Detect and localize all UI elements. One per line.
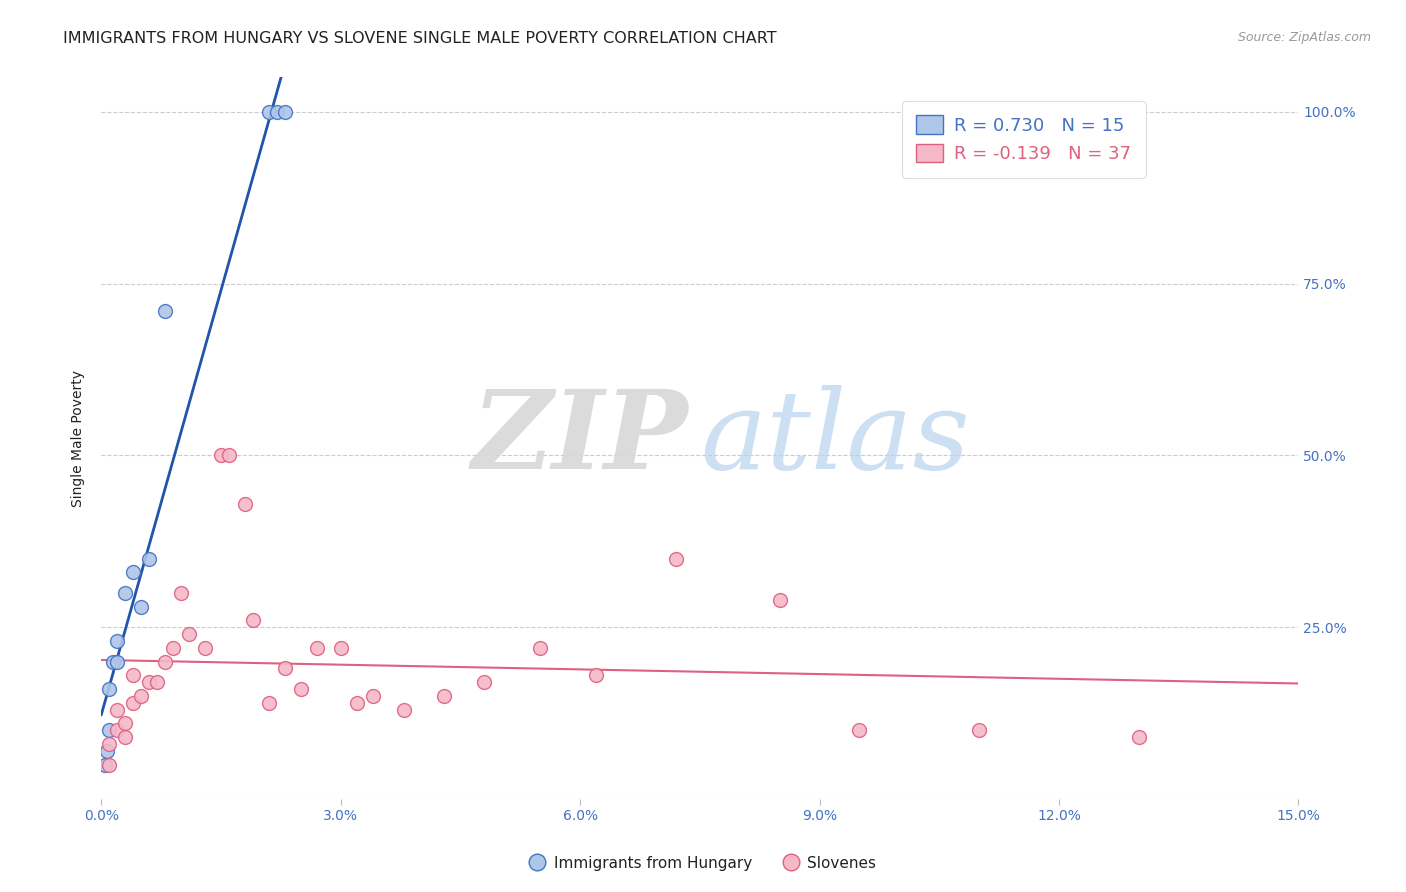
- Point: [114, 716, 136, 731]
- Point: [529, 640, 551, 655]
- Point: [114, 586, 136, 600]
- Point: [768, 592, 790, 607]
- Point: [665, 551, 688, 566]
- Text: atlas: atlas: [700, 384, 969, 492]
- Point: [472, 675, 495, 690]
- Point: [266, 104, 288, 119]
- Point: [257, 104, 280, 119]
- Point: [290, 682, 312, 697]
- Point: [242, 613, 264, 627]
- Point: [98, 682, 121, 697]
- Point: [170, 586, 193, 600]
- Point: [94, 757, 117, 772]
- Point: [105, 703, 128, 717]
- Legend: Immigrants from Hungary, Slovenes: Immigrants from Hungary, Slovenes: [524, 851, 882, 875]
- Point: [274, 104, 297, 119]
- Point: [122, 566, 145, 580]
- Point: [114, 730, 136, 744]
- Point: [194, 640, 217, 655]
- Point: [433, 689, 456, 703]
- Point: [98, 723, 121, 738]
- Point: [105, 634, 128, 648]
- Point: [967, 723, 990, 738]
- Point: [103, 655, 125, 669]
- Point: [585, 668, 607, 682]
- Point: [98, 737, 121, 751]
- Point: [146, 675, 169, 690]
- Point: [162, 640, 184, 655]
- Point: [257, 696, 280, 710]
- Point: [105, 723, 128, 738]
- Point: [105, 655, 128, 669]
- Y-axis label: Single Male Poverty: Single Male Poverty: [72, 370, 86, 507]
- Text: Source: ZipAtlas.com: Source: ZipAtlas.com: [1237, 31, 1371, 45]
- Point: [329, 640, 352, 655]
- Point: [138, 675, 160, 690]
- Point: [153, 304, 176, 318]
- Point: [98, 757, 121, 772]
- Point: [122, 696, 145, 710]
- Point: [129, 689, 152, 703]
- Point: [138, 551, 160, 566]
- Point: [394, 703, 416, 717]
- Point: [129, 599, 152, 614]
- Point: [848, 723, 870, 738]
- Point: [96, 744, 118, 758]
- Point: [1128, 730, 1150, 744]
- Point: [177, 627, 200, 641]
- Point: [305, 640, 328, 655]
- Point: [218, 449, 240, 463]
- Point: [153, 655, 176, 669]
- Text: ZIP: ZIP: [471, 384, 688, 492]
- Point: [122, 668, 145, 682]
- Text: IMMIGRANTS FROM HUNGARY VS SLOVENE SINGLE MALE POVERTY CORRELATION CHART: IMMIGRANTS FROM HUNGARY VS SLOVENE SINGL…: [63, 31, 778, 46]
- Legend: R = 0.730   N = 15, R = -0.139   N = 37: R = 0.730 N = 15, R = -0.139 N = 37: [901, 101, 1146, 178]
- Point: [274, 661, 297, 675]
- Point: [361, 689, 384, 703]
- Point: [346, 696, 368, 710]
- Point: [233, 497, 256, 511]
- Point: [209, 449, 232, 463]
